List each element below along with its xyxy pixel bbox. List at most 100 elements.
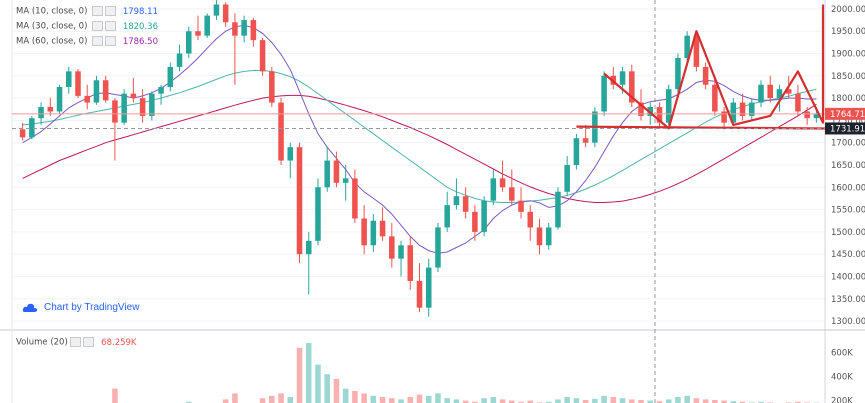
close-icon[interactable] <box>105 21 117 31</box>
candle <box>435 222 441 273</box>
candle <box>222 2 229 27</box>
candle-body <box>269 71 275 103</box>
settings-icon[interactable] <box>70 337 82 347</box>
price-tick-label: 1350.00 <box>831 295 865 305</box>
ma10-legend: MA (10, close, 0) 1798.11 <box>16 6 158 17</box>
candle <box>462 187 469 219</box>
volume-bar <box>269 395 275 403</box>
volume-bar <box>453 399 460 403</box>
candle <box>65 66 72 94</box>
candle <box>278 98 284 165</box>
volume-bar <box>425 395 432 403</box>
price-tick-label: 1500.00 <box>831 228 865 238</box>
candle-body <box>259 40 266 72</box>
candle <box>379 207 386 241</box>
candle-body <box>536 227 543 246</box>
ma60-value: 1786.50 <box>122 36 158 47</box>
candle <box>324 147 330 192</box>
candle <box>75 69 81 99</box>
candle-body <box>222 4 229 23</box>
candle-body <box>130 93 137 99</box>
candle <box>453 178 460 210</box>
candle <box>93 75 100 105</box>
candle <box>481 196 487 237</box>
candle <box>518 187 524 219</box>
candle <box>545 222 552 250</box>
candle-body <box>379 220 386 237</box>
volume-bar <box>305 343 312 403</box>
volume-bar <box>509 400 515 403</box>
price-tick-label: 1700.00 <box>831 139 865 149</box>
candle <box>795 84 801 116</box>
candle <box>610 66 617 90</box>
candle-body <box>656 107 663 123</box>
close-icon[interactable] <box>105 6 117 16</box>
candle <box>84 84 90 110</box>
candle <box>19 122 26 141</box>
candle <box>767 75 774 103</box>
candle <box>204 13 210 38</box>
candle-body <box>739 102 746 116</box>
candle <box>269 66 275 108</box>
candle-body <box>665 89 672 123</box>
pattern-zigzag <box>603 4 825 130</box>
volume-bar <box>665 399 672 403</box>
volume-bar <box>721 400 727 403</box>
volume-bar <box>462 400 469 403</box>
price-tick-label: 1650.00 <box>831 161 865 171</box>
candle-body <box>38 107 44 119</box>
candle <box>259 37 266 76</box>
pattern-drawings <box>12 4 826 130</box>
price-tick-label: 1400.00 <box>831 272 865 282</box>
candle-body <box>352 178 358 219</box>
candle <box>758 80 764 108</box>
volume-bar <box>656 401 663 403</box>
settings-icon[interactable] <box>92 6 104 16</box>
candle-body <box>684 35 690 58</box>
candle-body <box>121 93 127 123</box>
candle <box>296 142 303 264</box>
ma60-label: MA (60, close, 0) <box>16 36 88 47</box>
price-tick-label: 1300.00 <box>831 317 865 327</box>
candle <box>195 15 201 41</box>
volume-bars <box>112 343 820 403</box>
candle <box>656 102 663 128</box>
candle-body <box>582 138 589 143</box>
settings-icon[interactable] <box>92 36 104 46</box>
candle-body <box>195 31 201 36</box>
candle-body <box>84 95 90 103</box>
volume-bar <box>693 398 700 403</box>
volume-bar <box>490 397 497 403</box>
volume-bar <box>758 401 764 403</box>
watermark-text: Chart by TradingView <box>44 302 140 313</box>
candle <box>564 156 570 197</box>
close-icon[interactable] <box>83 337 95 347</box>
close-icon[interactable] <box>105 36 117 46</box>
candle <box>712 75 718 116</box>
candle-body <box>250 20 257 41</box>
volume-bar <box>555 399 561 403</box>
volume-bar <box>481 398 487 403</box>
candle <box>499 160 506 192</box>
candle <box>407 236 414 290</box>
volume-bar <box>730 401 737 403</box>
candle <box>213 0 220 21</box>
candle <box>425 258 432 317</box>
settings-icon[interactable] <box>92 21 104 31</box>
ma30-value: 1820.36 <box>122 21 158 32</box>
volume-bar <box>573 398 580 403</box>
candle-body <box>75 71 81 96</box>
volume-bar <box>629 399 635 403</box>
candle-body <box>93 80 100 103</box>
candle-body <box>545 227 552 246</box>
candle-body <box>342 178 349 183</box>
candle-body <box>149 93 155 116</box>
candle-body <box>444 205 450 228</box>
candle <box>702 62 709 90</box>
volume-bar <box>739 401 746 403</box>
tradingview-watermark[interactable]: Chart by TradingView <box>22 302 139 313</box>
candle <box>241 15 247 43</box>
volume-bar <box>361 393 367 403</box>
candle-body <box>638 102 644 116</box>
